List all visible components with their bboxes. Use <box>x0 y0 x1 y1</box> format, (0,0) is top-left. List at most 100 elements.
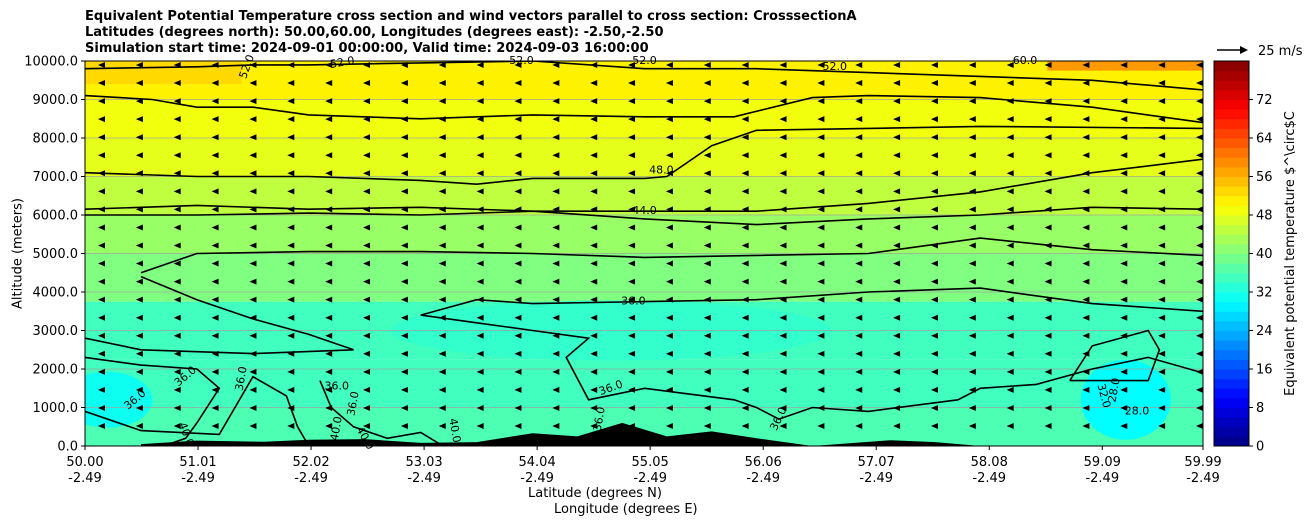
wind-vector <box>514 296 522 303</box>
wind-vector <box>590 278 598 285</box>
wind-vector <box>135 386 143 393</box>
wind-vectors <box>98 62 1203 429</box>
wind-vector <box>1120 314 1128 321</box>
colorbar-segment <box>1214 340 1249 351</box>
wind-vector <box>1006 170 1014 177</box>
wind-vector <box>135 314 143 321</box>
wind-vector <box>325 350 333 357</box>
wind-vector <box>400 423 408 429</box>
wind-vector <box>968 404 976 411</box>
wind-vector <box>552 80 560 87</box>
y-tick-label: 9000.0 <box>33 93 79 108</box>
wind-vector <box>135 242 143 249</box>
wind-vector <box>855 188 863 195</box>
wind-vector <box>628 278 636 285</box>
colorbar-segment <box>1214 388 1249 399</box>
wind-vector <box>893 206 901 213</box>
wind-vector <box>741 206 749 213</box>
wind-vector <box>1082 188 1090 195</box>
colorbar-segment <box>1214 253 1249 264</box>
wind-vector <box>741 242 749 249</box>
wind-vector <box>703 242 711 249</box>
contour-line-36.0 <box>140 237 1203 274</box>
colorbar-segment <box>1214 109 1249 120</box>
wind-vector <box>476 152 484 159</box>
wind-vector <box>779 260 787 267</box>
colorbar-segment <box>1214 99 1249 110</box>
wind-vector <box>817 386 825 393</box>
wind-vector <box>628 296 636 303</box>
wind-vector <box>552 314 560 321</box>
wind-vector <box>590 404 598 411</box>
theta-band <box>85 359 1203 408</box>
wind-vector <box>1120 423 1128 429</box>
colorbar-segment <box>1214 407 1249 418</box>
wind-vector <box>98 116 105 123</box>
wind-vector <box>1158 116 1166 123</box>
wind-vector <box>741 80 749 87</box>
wind-vector <box>1044 350 1052 357</box>
colorbar-segment <box>1214 282 1249 293</box>
wind-vector <box>930 224 938 231</box>
wind-vector <box>552 134 560 141</box>
wind-vector <box>400 368 408 375</box>
colorbar-segment <box>1214 378 1249 389</box>
wind-vector <box>400 242 408 249</box>
wind-vector <box>741 314 749 321</box>
wind-vector <box>363 404 371 411</box>
wind-vector <box>287 314 295 321</box>
wind-vector <box>1082 278 1090 285</box>
wind-vector <box>287 98 295 105</box>
wind-vector <box>703 350 711 357</box>
wind-vector <box>1196 386 1203 393</box>
colorbar-segment <box>1214 369 1249 380</box>
colorbar-segment <box>1214 166 1249 177</box>
wind-vector <box>135 134 143 141</box>
contour-line-36.0 <box>319 380 444 446</box>
wind-vector <box>741 368 749 375</box>
wind-vector <box>173 260 181 267</box>
wind-vector <box>249 332 257 339</box>
wind-vector <box>628 260 636 267</box>
wind-vector <box>1196 278 1203 285</box>
colorbar-segment <box>1214 272 1249 283</box>
wind-vector <box>1082 206 1090 213</box>
wind-vector <box>173 80 181 87</box>
wind-vector <box>628 404 636 411</box>
wind-vector <box>855 350 863 357</box>
wind-vector <box>968 80 976 87</box>
wind-vector <box>400 80 408 87</box>
contour-line-52.0 <box>85 61 1203 91</box>
wind-vector <box>779 206 787 213</box>
wind-vector <box>628 80 636 87</box>
wind-vector <box>438 278 446 285</box>
colorbar-tick-label: 48 <box>1256 209 1273 224</box>
wind-vector <box>552 224 560 231</box>
wind-vector <box>1120 116 1128 123</box>
wind-vector <box>628 170 636 177</box>
x-tick-label-lat: 59.99 <box>1184 455 1221 470</box>
title-line-1: Equivalent Potential Temperature cross s… <box>85 9 857 24</box>
wind-vector <box>363 260 371 267</box>
x-tick-label-lat: 54.04 <box>519 455 556 470</box>
wind-vector <box>590 134 598 141</box>
wind-vector <box>135 350 143 357</box>
wind-vector <box>552 296 560 303</box>
wind-vector <box>930 170 938 177</box>
wind-vector <box>590 188 598 195</box>
wind-vector <box>968 242 976 249</box>
wind-vector <box>135 188 143 195</box>
wind-vector <box>893 314 901 321</box>
wind-vector <box>855 116 863 123</box>
wind-vector <box>249 386 257 393</box>
wind-vector <box>779 224 787 231</box>
wind-vector <box>438 314 446 321</box>
plot-background <box>85 61 1203 446</box>
wind-vector <box>135 278 143 285</box>
wind-vector <box>1006 332 1014 339</box>
wind-vector <box>1158 62 1166 68</box>
wind-vector <box>817 242 825 249</box>
wind-vector <box>211 332 219 339</box>
wind-vector <box>741 278 749 285</box>
wind-vector <box>1120 224 1128 231</box>
